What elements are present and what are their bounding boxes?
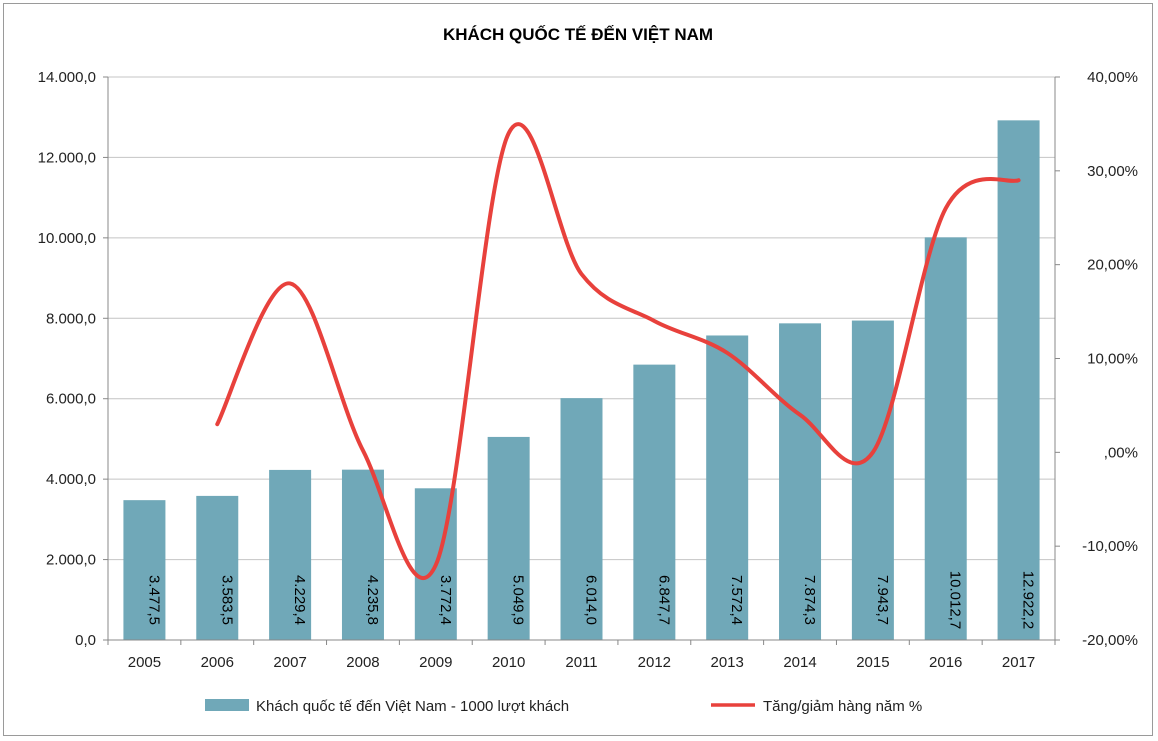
growth-line-path bbox=[215, 122, 1021, 580]
bar-data-label: 4.235,8 bbox=[364, 575, 381, 625]
left-tick-label: 10.000,0 bbox=[38, 230, 96, 247]
bar-data-label: 10.012,7 bbox=[947, 571, 964, 629]
bar-data-label: 3.583,5 bbox=[218, 575, 235, 625]
x-tick-label: 2012 bbox=[638, 654, 671, 671]
bar-data-label: 7.874,3 bbox=[801, 575, 818, 625]
left-tick-label: 2.000,0 bbox=[46, 552, 96, 569]
bar-data-label: 7.572,4 bbox=[728, 575, 745, 625]
right-tick-label: -10,00% bbox=[1082, 538, 1138, 555]
right-axis: -20,00% -10,00% ,00% 10,00% 20,00% 30,00% 40,0… bbox=[1054, 69, 1138, 649]
left-tick-label: 8.000,0 bbox=[46, 310, 96, 327]
x-tick-label: 2008 bbox=[346, 654, 379, 671]
bar bbox=[924, 237, 967, 640]
bar bbox=[851, 320, 894, 640]
bar-data-label: 3.477,5 bbox=[145, 575, 162, 625]
bar bbox=[487, 436, 530, 640]
right-tick-label: 20,00% bbox=[1087, 257, 1138, 274]
bar bbox=[341, 469, 384, 640]
x-axis: 2005 2006 2007 2008 2009 2010 2011 2012 2013 2014… bbox=[107, 639, 1056, 671]
right-tick-label: 10,00% bbox=[1087, 351, 1138, 368]
left-tick-label: 0,0 bbox=[75, 632, 96, 649]
x-tick-label: 2011 bbox=[565, 654, 597, 671]
bar bbox=[779, 323, 822, 640]
bar bbox=[560, 398, 603, 640]
bar-data-label: 3.772,4 bbox=[437, 575, 454, 625]
right-tick-label: -20,00% bbox=[1082, 632, 1138, 649]
bar-data-label: 6.847,7 bbox=[655, 575, 672, 625]
legend-swatch-bar bbox=[205, 699, 249, 711]
x-tick-label: 2007 bbox=[273, 654, 306, 671]
right-tick-label: 40,00% bbox=[1087, 69, 1138, 86]
x-tick-label: 2014 bbox=[783, 654, 816, 671]
bar-data-label: 5.049,9 bbox=[510, 575, 527, 625]
x-tick-label: 2013 bbox=[711, 654, 744, 671]
bar bbox=[997, 120, 1040, 640]
bar-data-label: 12.922,2 bbox=[1020, 571, 1037, 629]
bars: 3.477,5 3.583,5 4.229,4 4.235,8 3.772,4 5.049… bbox=[123, 120, 1040, 640]
bar bbox=[633, 364, 676, 640]
x-tick-label: 2005 bbox=[128, 654, 161, 671]
left-axis: 0,0 2.000,0 4.000,0 6.000,0 8.000,0 10.000,0 1… bbox=[38, 69, 109, 649]
grid bbox=[108, 76, 1055, 561]
x-tick-label: 2017 bbox=[1002, 654, 1035, 671]
left-tick-label: 14.000,0 bbox=[38, 69, 96, 86]
left-tick-label: 6.000,0 bbox=[46, 391, 96, 408]
right-tick-label: ,00% bbox=[1104, 444, 1138, 461]
x-tick-label: 2010 bbox=[492, 654, 525, 671]
bar-data-label: 7.943,7 bbox=[874, 575, 891, 625]
right-tick-label: 30,00% bbox=[1087, 163, 1138, 180]
bar bbox=[196, 495, 239, 640]
legend-label-bar: Khách quốc tế đến Việt Nam - 1000 lượt k… bbox=[256, 698, 569, 715]
bar bbox=[706, 335, 749, 640]
bar-data-label: 6.014,0 bbox=[583, 575, 600, 625]
bar bbox=[269, 469, 312, 640]
x-tick-label: 2016 bbox=[929, 654, 962, 671]
bar bbox=[123, 500, 166, 640]
x-tick-label: 2015 bbox=[856, 654, 889, 671]
bar-data-label: 4.229,4 bbox=[291, 575, 308, 625]
left-tick-label: 12.000,0 bbox=[38, 149, 96, 166]
legend-label-line: Tăng/giảm hàng năm % bbox=[763, 698, 922, 715]
growth-line bbox=[215, 122, 1021, 580]
left-tick-label: 4.000,0 bbox=[46, 471, 96, 488]
legend: Khách quốc tế đến Việt Nam - 1000 lượt k… bbox=[205, 698, 922, 715]
x-tick-label: 2009 bbox=[419, 654, 452, 671]
x-tick-label: 2006 bbox=[201, 654, 234, 671]
chart-title: KHÁCH QUỐC TẾ ĐẾN VIỆT NAM bbox=[443, 24, 713, 44]
